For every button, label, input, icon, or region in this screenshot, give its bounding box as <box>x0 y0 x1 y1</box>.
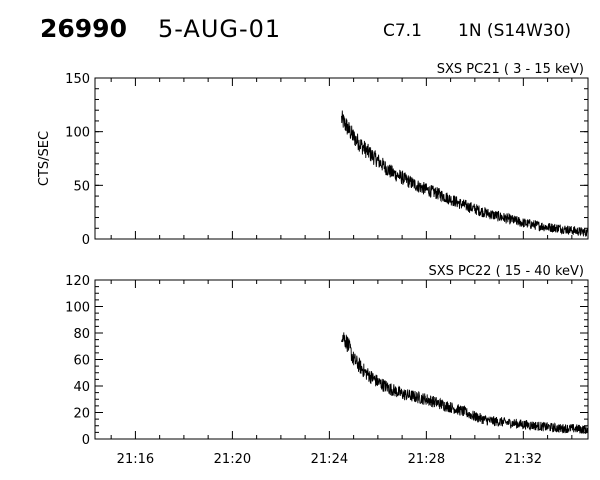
x-tick-label: 21:28 <box>408 452 445 467</box>
series-line <box>341 332 589 434</box>
y-tick-label: 60 <box>73 354 90 369</box>
event-date: 5-AUG-01 <box>158 15 282 43</box>
panel-title: SXS PC22 ( 15 - 40 keV) <box>428 264 584 279</box>
x-tick-label: 21:16 <box>117 452 154 467</box>
y-tick-label: 120 <box>65 274 90 289</box>
y-axis-label: CTS/SEC <box>37 131 52 186</box>
panel-2: SXS PC22 ( 15 - 40 keV) 0 20 40 60 80 100 120 21… <box>65 264 589 467</box>
y-tick-label: 40 <box>73 380 90 395</box>
y-tick-label: 20 <box>73 407 90 422</box>
flare-number: 26990 <box>40 14 127 43</box>
goes-class: C7.1 <box>383 21 422 41</box>
x-tick-label: 21:20 <box>214 452 251 467</box>
panel-title: SXS PC21 ( 3 - 15 keV) <box>437 62 584 77</box>
panel-1: SXS PC21 ( 3 - 15 keV) 0 50 100 150 CTS/SEC <box>37 62 589 248</box>
y-tick-label: 0 <box>82 233 90 248</box>
plot-frame <box>94 279 589 440</box>
y-tick-label: 100 <box>65 126 90 141</box>
x-tick-label: 21:32 <box>505 452 542 467</box>
y-tick-label: 0 <box>82 433 90 448</box>
series-line <box>341 110 589 237</box>
y-tick-label: 50 <box>73 179 90 194</box>
plot-frame <box>94 77 589 240</box>
y-tick-label: 80 <box>73 327 90 342</box>
y-tick-label: 150 <box>65 72 90 87</box>
x-tick-label: 21:24 <box>311 452 348 467</box>
optical-class: 1N (S14W30) <box>458 21 572 41</box>
y-tick-label: 100 <box>65 301 90 316</box>
